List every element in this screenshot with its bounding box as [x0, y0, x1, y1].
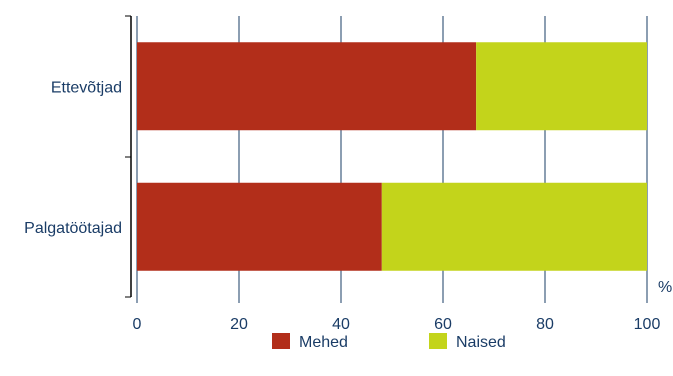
- legend-label-naised: Naised: [456, 334, 506, 351]
- x-tick-label-0: 0: [133, 316, 142, 333]
- x-tick-label-40: 40: [332, 316, 350, 333]
- category-label-1: Ettevõtjad: [51, 79, 122, 96]
- bars: [137, 42, 647, 271]
- legend: Mehed Naised: [272, 333, 506, 351]
- x-tick-label-20: 20: [230, 316, 248, 333]
- category-label-2: Palgatöötajad: [24, 220, 122, 237]
- legend-swatch-naised: [429, 333, 447, 349]
- x-tick-label-80: 80: [536, 316, 554, 333]
- x-tick-labels: 0 20 40 60 80 100: [133, 316, 661, 333]
- axes: [125, 15, 132, 298]
- legend-label-mehed: Mehed: [299, 334, 348, 351]
- bar-naised-1: [476, 42, 647, 131]
- bar-mehed-2: [137, 182, 382, 271]
- x-tick-label-60: 60: [434, 316, 452, 333]
- legend-swatch-mehed: [272, 333, 290, 349]
- bar-mehed-1: [137, 42, 477, 131]
- x-unit-label: %: [658, 279, 672, 296]
- bar-naised-2: [381, 182, 647, 271]
- x-tick-label-100: 100: [634, 316, 661, 333]
- category-labels: Ettevõtjad Palgatöötajad: [24, 79, 122, 237]
